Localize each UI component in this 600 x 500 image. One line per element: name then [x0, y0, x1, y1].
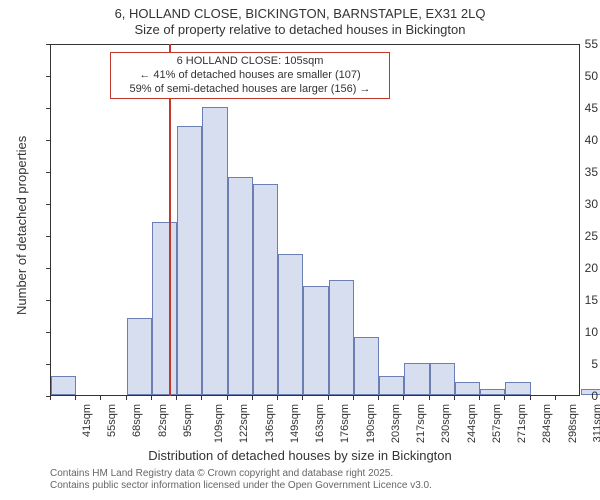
- ytick-mark: [46, 236, 50, 237]
- histogram-bar: [253, 184, 278, 395]
- histogram-bar: [379, 376, 404, 395]
- histogram-bar: [329, 280, 354, 395]
- histogram-bar: [278, 254, 303, 395]
- xtick-mark: [328, 396, 329, 400]
- annot-line2: ← 41% of detached houses are smaller (10…: [115, 69, 385, 83]
- xtick-mark: [100, 396, 101, 400]
- xtick-label: 284sqm: [541, 404, 553, 443]
- xtick-mark: [151, 396, 152, 400]
- histogram-bar: [354, 337, 379, 395]
- histogram-bar: [51, 376, 76, 395]
- ytick-mark: [46, 44, 50, 45]
- xtick-mark: [302, 396, 303, 400]
- ytick-label: 10: [556, 325, 598, 339]
- ytick-label: 45: [556, 101, 598, 115]
- xtick-label: 244sqm: [466, 404, 478, 443]
- ytick-mark: [46, 76, 50, 77]
- histogram-bar: [127, 318, 152, 395]
- ytick-label: 50: [556, 69, 598, 83]
- ytick-label: 25: [556, 229, 598, 243]
- ytick-mark: [46, 172, 50, 173]
- ytick-label: 55: [556, 37, 598, 51]
- xtick-label: 95sqm: [182, 404, 194, 437]
- ytick-mark: [46, 268, 50, 269]
- title-line2: Size of property relative to detached ho…: [0, 22, 600, 39]
- xtick-mark: [252, 396, 253, 400]
- ytick-label: 15: [556, 293, 598, 307]
- xtick-label: 109sqm: [213, 404, 225, 443]
- xtick-mark: [176, 396, 177, 400]
- xtick-mark: [353, 396, 354, 400]
- xtick-mark: [50, 396, 51, 400]
- xtick-mark: [479, 396, 480, 400]
- ytick-label: 5: [556, 357, 598, 371]
- histogram-bar: [303, 286, 328, 395]
- xtick-mark: [201, 396, 202, 400]
- xtick-mark: [555, 396, 556, 400]
- xtick-label: 163sqm: [314, 404, 326, 443]
- y-axis-label: Number of detached properties: [14, 136, 29, 315]
- xtick-label: 149sqm: [289, 404, 301, 443]
- xtick-mark: [378, 396, 379, 400]
- xtick-mark: [530, 396, 531, 400]
- xtick-label: 271sqm: [516, 404, 528, 443]
- histogram-bar: [404, 363, 429, 395]
- footer-line1: Contains HM Land Registry data © Crown c…: [50, 468, 393, 479]
- xtick-mark: [126, 396, 127, 400]
- xtick-label: 176sqm: [340, 404, 352, 443]
- ytick-mark: [46, 108, 50, 109]
- histogram-bar: [202, 107, 227, 395]
- xtick-label: 230sqm: [440, 404, 452, 443]
- xtick-label: 298sqm: [567, 404, 579, 443]
- ytick-label: 0: [556, 389, 598, 403]
- annotation-box: 6 HOLLAND CLOSE: 105sqm← 41% of detached…: [110, 52, 390, 99]
- ytick-mark: [46, 140, 50, 141]
- xtick-label: 190sqm: [365, 404, 377, 443]
- xtick-mark: [227, 396, 228, 400]
- xtick-label: 55sqm: [106, 404, 118, 437]
- xtick-mark: [504, 396, 505, 400]
- histogram-bar: [177, 126, 202, 395]
- xtick-label: 68sqm: [132, 404, 144, 437]
- x-axis-label: Distribution of detached houses by size …: [0, 448, 600, 463]
- xtick-mark: [75, 396, 76, 400]
- histogram-bar: [152, 222, 177, 395]
- histogram-bar: [505, 382, 530, 395]
- xtick-label: 122sqm: [239, 404, 251, 443]
- xtick-label: 82sqm: [157, 404, 169, 437]
- ytick-label: 30: [556, 197, 598, 211]
- annot-line3: 59% of semi-detached houses are larger (…: [115, 83, 385, 97]
- histogram-bar: [228, 177, 253, 395]
- ytick-mark: [46, 332, 50, 333]
- annot-line1: 6 HOLLAND CLOSE: 105sqm: [115, 55, 385, 69]
- ytick-label: 20: [556, 261, 598, 275]
- xtick-label: 257sqm: [491, 404, 503, 443]
- xtick-mark: [429, 396, 430, 400]
- xtick-label: 203sqm: [390, 404, 402, 443]
- xtick-mark: [403, 396, 404, 400]
- ytick-label: 40: [556, 133, 598, 147]
- ytick-mark: [46, 204, 50, 205]
- ytick-label: 35: [556, 165, 598, 179]
- xtick-label: 41sqm: [81, 404, 93, 437]
- histogram-bar: [455, 382, 480, 395]
- ytick-mark: [46, 364, 50, 365]
- histogram-bar: [430, 363, 455, 395]
- xtick-mark: [277, 396, 278, 400]
- histogram-bar: [480, 389, 505, 395]
- xtick-label: 311sqm: [591, 404, 600, 442]
- xtick-mark: [454, 396, 455, 400]
- xtick-label: 217sqm: [415, 404, 427, 443]
- title-line1: 6, HOLLAND CLOSE, BICKINGTON, BARNSTAPLE…: [0, 0, 600, 22]
- xtick-label: 136sqm: [264, 404, 276, 443]
- ytick-mark: [46, 300, 50, 301]
- footer-line2: Contains public sector information licen…: [50, 480, 432, 491]
